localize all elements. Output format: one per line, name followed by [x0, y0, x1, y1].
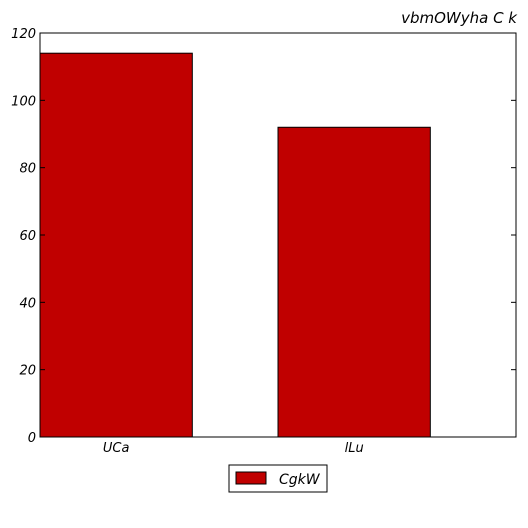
legend: CgkW [228, 464, 328, 493]
chart-title: vbmOWyha C k [401, 9, 518, 27]
x-tick-label: lLu [345, 441, 364, 456]
bars-group [39, 52, 431, 438]
bar-UCa [39, 52, 193, 438]
y-tick-label: 40 [19, 296, 36, 311]
y-tick-label: 20 [19, 364, 36, 379]
y-tick-label: 80 [19, 162, 36, 177]
bar-lLu [277, 126, 431, 438]
y-tick-label: 120 [11, 27, 36, 42]
y-tick-label: 0 [28, 431, 36, 446]
y-axis: 0 20 40 60 80 100 120 [11, 27, 516, 446]
legend-label: CgkW [279, 472, 321, 488]
y-tick-label: 100 [11, 94, 36, 109]
legend-swatch [235, 471, 267, 485]
x-tick-label: UCa [103, 441, 130, 456]
x-axis: UCa lLu [103, 441, 364, 456]
y-tick-label: 60 [19, 229, 36, 244]
